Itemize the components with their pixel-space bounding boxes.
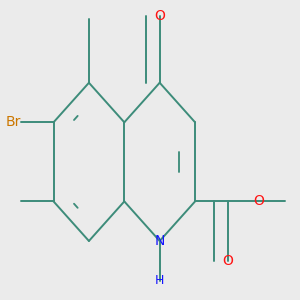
Text: O: O	[222, 254, 233, 268]
Text: O: O	[154, 8, 165, 22]
Text: N: N	[154, 234, 165, 248]
Text: O: O	[253, 194, 264, 208]
Text: H: H	[155, 274, 164, 287]
Text: Br: Br	[5, 115, 21, 129]
